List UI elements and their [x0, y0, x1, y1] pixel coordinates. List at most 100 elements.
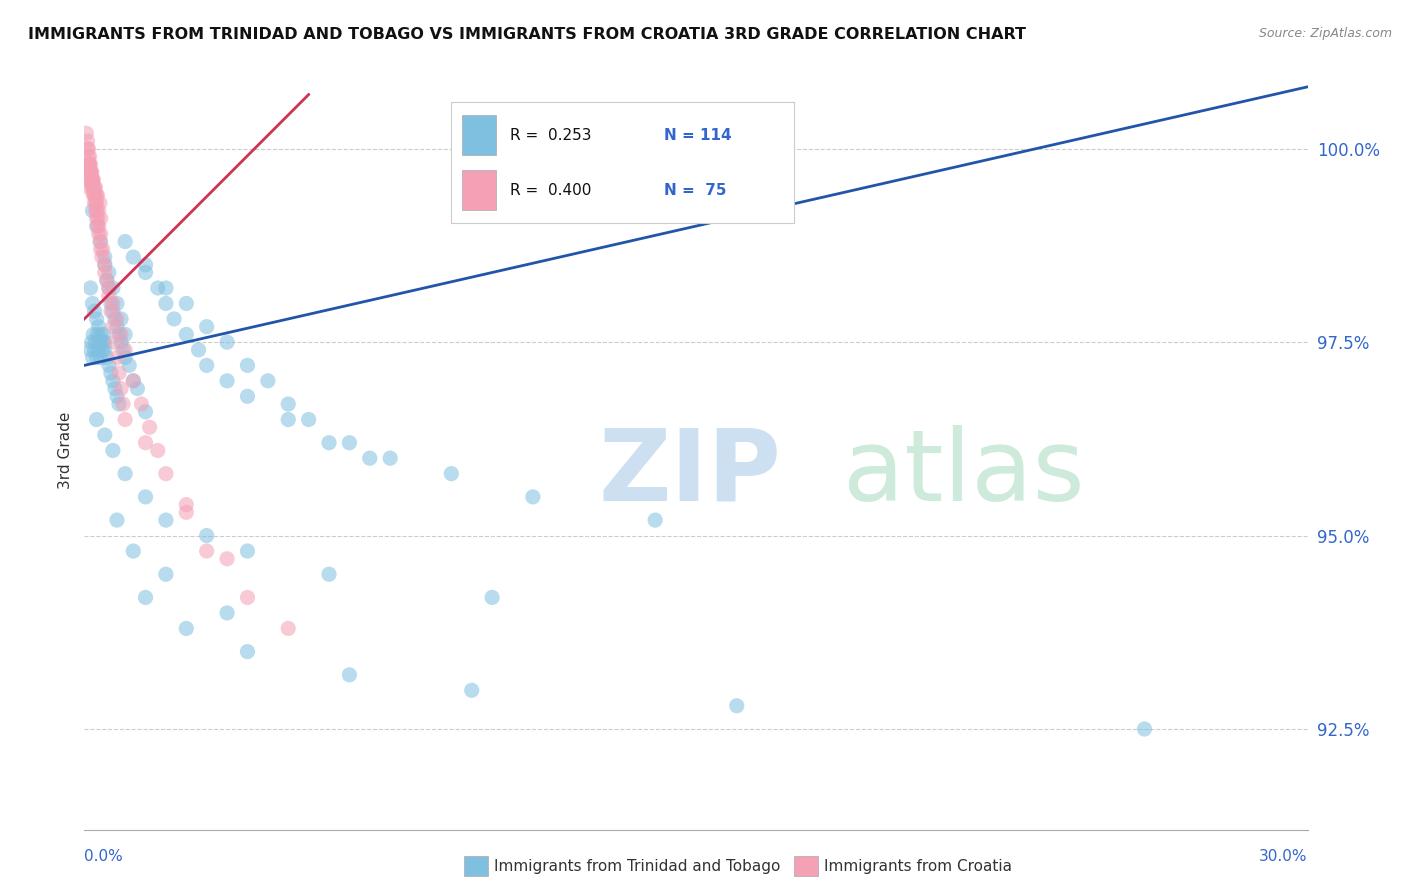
Point [101, 304, 124, 318]
Point [195, 528, 218, 542]
Point [86, 312, 108, 326]
Point [76, 134, 98, 148]
Point [100, 296, 122, 310]
Point [146, 281, 169, 295]
Point [93, 258, 115, 272]
Point [84, 180, 107, 194]
Point [114, 351, 136, 365]
Point [110, 335, 132, 350]
Point [86, 211, 108, 226]
Point [77, 142, 100, 156]
Text: Source: ZipAtlas.com: Source: ZipAtlas.com [1258, 27, 1392, 40]
Point [82, 327, 104, 342]
Point [110, 327, 132, 342]
Point [644, 513, 666, 527]
Point [105, 389, 128, 403]
Point [87, 343, 110, 357]
Point [96, 273, 118, 287]
Point [90, 351, 112, 365]
Point [217, 606, 239, 620]
Point [86, 203, 108, 218]
Point [82, 188, 104, 202]
Point [195, 359, 218, 373]
Point [236, 544, 259, 558]
Point [236, 389, 259, 403]
Point [101, 443, 124, 458]
Point [339, 668, 361, 682]
Point [440, 467, 463, 481]
Point [79, 165, 101, 179]
Point [318, 435, 340, 450]
Point [93, 258, 115, 272]
Point [359, 451, 381, 466]
Point [77, 149, 100, 163]
Point [93, 266, 115, 280]
Point [79, 149, 101, 163]
Text: 30.0%: 30.0% [1260, 849, 1308, 863]
Point [110, 382, 132, 396]
Point [80, 165, 103, 179]
Point [725, 698, 748, 713]
Point [97, 281, 120, 295]
Text: IMMIGRANTS FROM TRINIDAD AND TOBAGO VS IMMIGRANTS FROM CROATIA 3RD GRADE CORRELA: IMMIGRANTS FROM TRINIDAD AND TOBAGO VS I… [28, 27, 1026, 42]
Point [155, 296, 177, 310]
Point [277, 621, 299, 635]
Point [86, 188, 108, 202]
Point [90, 335, 112, 350]
Y-axis label: 3rd Grade: 3rd Grade [58, 412, 73, 489]
Text: Immigrants from Trinidad and Tobago: Immigrants from Trinidad and Tobago [494, 859, 780, 873]
Point [93, 428, 115, 442]
Point [114, 327, 136, 342]
Point [79, 343, 101, 357]
Point [77, 180, 100, 194]
Point [83, 188, 105, 202]
Point [100, 304, 122, 318]
Point [138, 420, 160, 434]
Point [84, 195, 107, 210]
Point [83, 180, 105, 194]
Point [90, 227, 112, 241]
Point [114, 467, 136, 481]
Point [77, 157, 100, 171]
Point [114, 343, 136, 357]
Point [86, 188, 108, 202]
Point [112, 343, 135, 357]
Point [155, 567, 177, 582]
Point [114, 412, 136, 426]
Point [101, 374, 124, 388]
Point [80, 165, 103, 179]
Point [79, 172, 101, 186]
Point [105, 351, 128, 365]
Point [80, 335, 103, 350]
Point [339, 435, 361, 450]
Point [108, 397, 131, 411]
Point [97, 359, 120, 373]
Point [122, 544, 145, 558]
Point [135, 435, 157, 450]
Point [86, 351, 108, 365]
Point [298, 412, 321, 426]
Text: atlas: atlas [842, 425, 1084, 522]
Point [90, 211, 112, 226]
Point [236, 359, 259, 373]
Point [79, 157, 101, 171]
Text: Immigrants from Croatia: Immigrants from Croatia [824, 859, 1012, 873]
Point [174, 498, 197, 512]
Point [97, 266, 120, 280]
Text: 0.0%: 0.0% [84, 849, 124, 863]
Point [461, 683, 484, 698]
Point [82, 203, 104, 218]
Point [277, 412, 299, 426]
Point [87, 219, 110, 233]
Point [82, 351, 104, 365]
Point [135, 266, 157, 280]
Point [76, 165, 98, 179]
Point [86, 195, 108, 210]
Point [91, 343, 114, 357]
Point [380, 451, 402, 466]
Point [93, 343, 115, 357]
Point [79, 157, 101, 171]
Point [86, 412, 108, 426]
Point [75, 126, 97, 140]
Point [1133, 722, 1156, 736]
